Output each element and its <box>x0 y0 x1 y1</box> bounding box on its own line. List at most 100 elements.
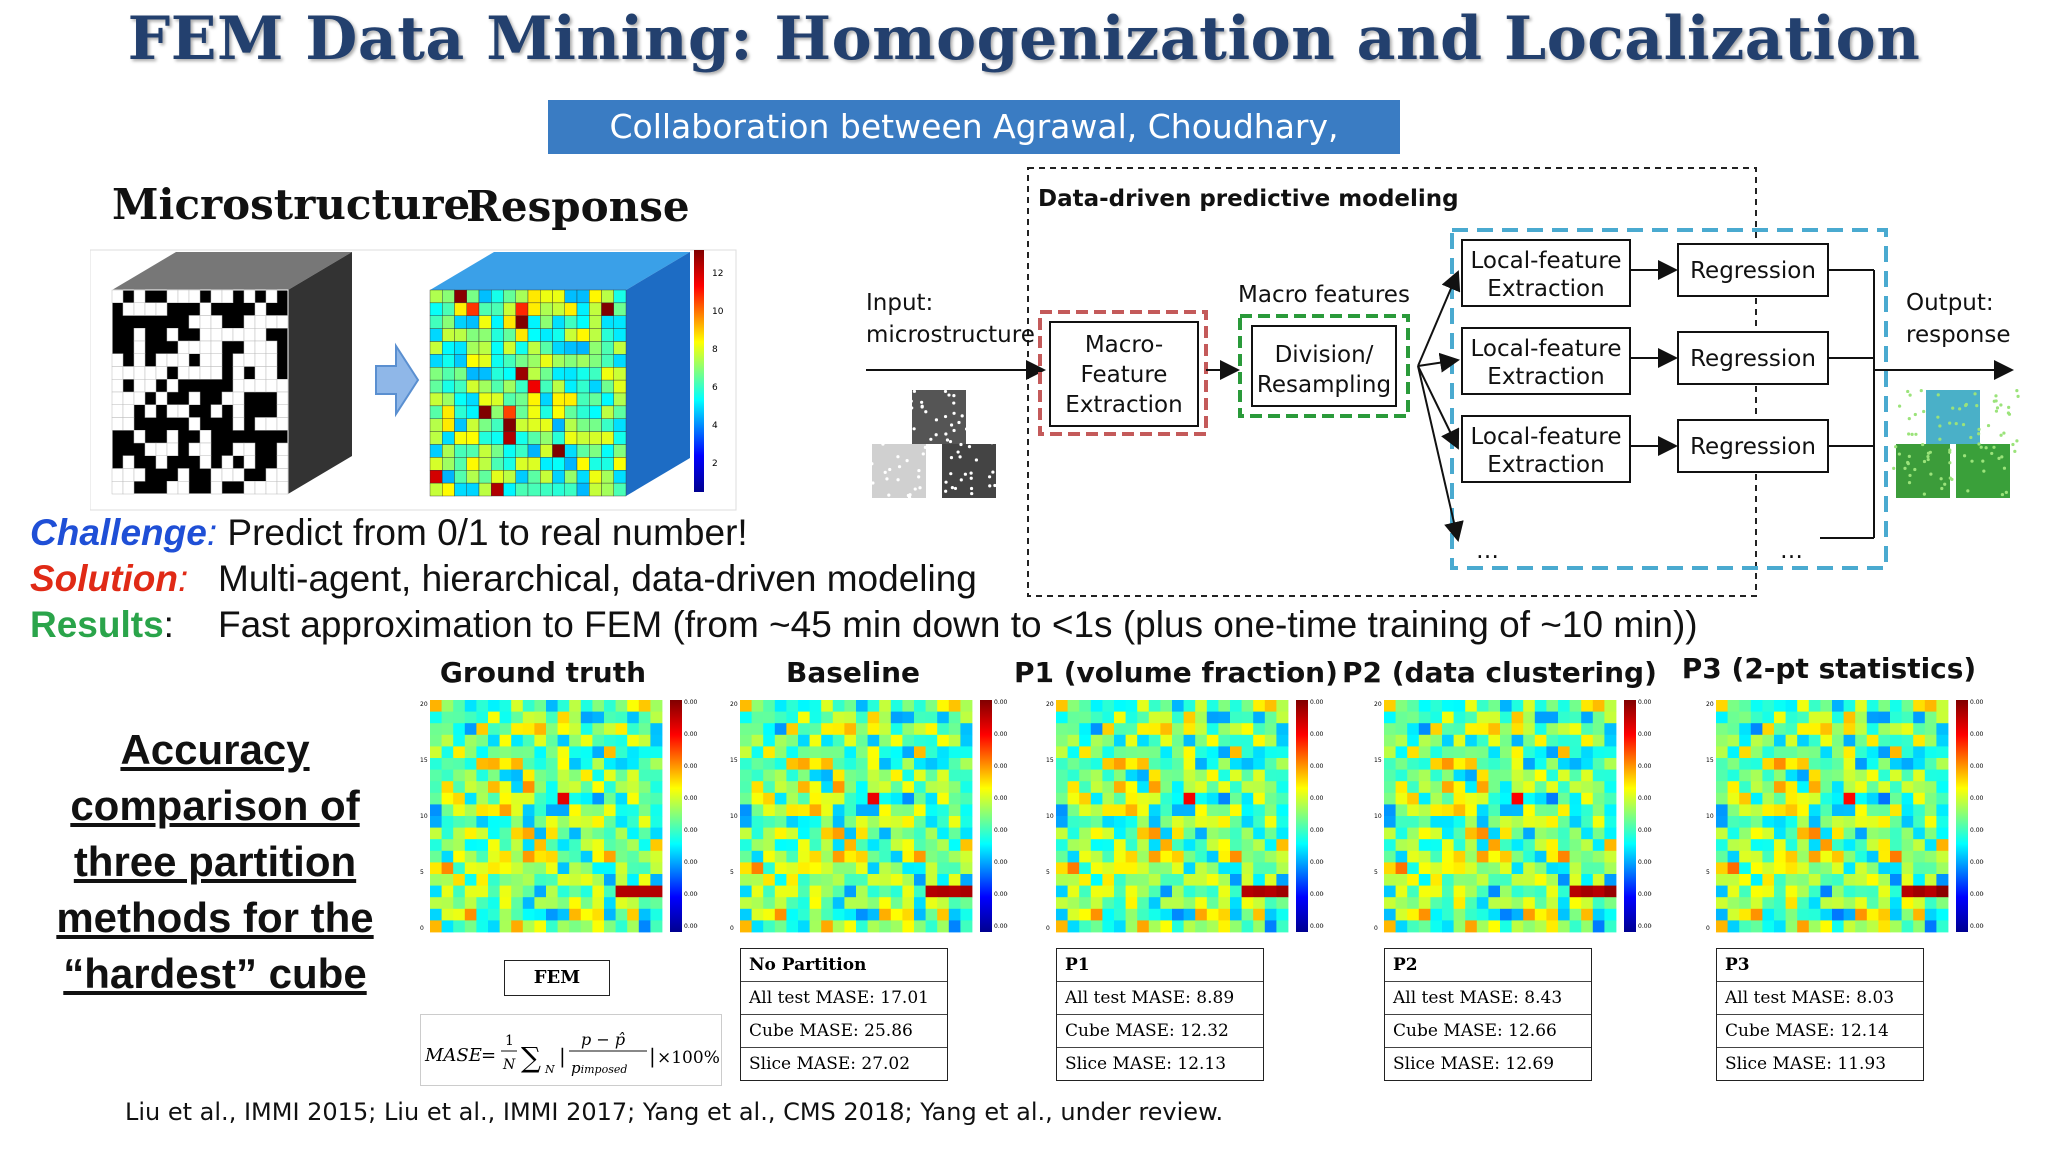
transform-arrow <box>375 342 420 418</box>
mase-table-row: All test MASE: 17.01 <box>741 981 947 1014</box>
mase-table-header: P1 <box>1065 955 1090 975</box>
challenge-line: Challenge: Predict from 0/1 to real numb… <box>30 512 748 554</box>
heatmap-colorbar-tick: 0.00000 <box>1970 923 1984 930</box>
svg-text:Local-feature: Local-feature <box>1471 248 1622 274</box>
heatmap-colorbar-tick: 0.00175 <box>1638 699 1652 706</box>
heatmap-colorbar-tick: 0.00050 <box>1638 859 1652 866</box>
mase-table-header: P2 <box>1393 955 1418 975</box>
svg-text:Extraction: Extraction <box>1487 364 1604 390</box>
heatmap-colorbar-tick: 0.00050 <box>994 859 1008 866</box>
results-line: Results: <box>30 604 174 646</box>
heatmap-2: 0.00175 0.00150 0.00125 0.00100 0.00075 0.000… <box>730 699 1008 933</box>
mase-table-row: Cube MASE: 12.32 <box>1057 1014 1263 1047</box>
input-label-2: microstructure <box>866 322 1035 348</box>
heatmap-axis-tick: 5 <box>1046 869 1050 876</box>
svg-text:N: N <box>502 1057 516 1073</box>
svg-text:pimposed: pimposed <box>571 1059 627 1077</box>
svg-text:|: | <box>559 1044 566 1069</box>
panel-title-3: P1 (volume fraction) <box>1014 656 1338 689</box>
svg-text:1: 1 <box>505 1033 514 1049</box>
heatmap-colorbar-tick: 0.00100 <box>1970 795 1984 802</box>
heatmap-colorbar-tick: 0.00000 <box>994 923 1008 930</box>
diagram-title: Data-driven predictive modeling <box>1038 186 1459 212</box>
heatmap-axis-tick: 5 <box>730 869 734 876</box>
heatmap-axis-tick: 10 <box>730 813 738 820</box>
accuracy-line-2: comparison of <box>70 782 360 829</box>
results-sep: : <box>163 604 174 645</box>
input-cubes-icon <box>867 388 1008 500</box>
results-text: Fast approximation to FEM (from ~45 min … <box>218 604 1698 645</box>
heatmap-colorbar-tick: 0.00150 <box>1970 731 1984 738</box>
svg-text:p − p̂: p − p̂ <box>581 1030 625 1049</box>
response-cube <box>429 252 690 497</box>
results-key: Results <box>30 604 164 645</box>
heatmap-colorbar-tick: 0.00075 <box>684 827 698 834</box>
svg-text:Extraction: Extraction <box>1487 276 1604 302</box>
heatmap-colorbar-tick: 0.00100 <box>1638 795 1652 802</box>
heatmap-colorbar-tick: 0.00175 <box>1970 699 1984 706</box>
heatmap-colorbar-tick: 0.00175 <box>684 699 698 706</box>
svg-text:Extraction: Extraction <box>1065 392 1182 418</box>
heatmap-axis-tick: 15 <box>1706 757 1714 764</box>
mase-table-row: All test MASE: 8.43 <box>1385 981 1591 1014</box>
heatmap-axis-tick: 15 <box>1046 757 1054 764</box>
mase-table-row: Slice MASE: 27.02 <box>741 1047 947 1080</box>
heatmap-colorbar-tick: 0.00100 <box>994 795 1008 802</box>
svg-text:∑: ∑ <box>521 1041 541 1074</box>
heatmap-colorbar-tick: 0.00050 <box>1970 859 1984 866</box>
heatmap-colorbar-tick: 0.00025 <box>1310 891 1324 898</box>
mase-table-2: No Partition All test MASE: 17.01 Cube MAS… <box>740 948 948 1081</box>
local-feature-box-1 <box>1461 239 1631 307</box>
svg-text:Local-feature: Local-feature <box>1471 336 1622 362</box>
heatmap-axis-tick: 15 <box>420 757 428 764</box>
mase-table-row: Slice MASE: 12.13 <box>1057 1047 1263 1080</box>
accuracy-heading: Accuracy comparison of three partition m… <box>20 722 410 1002</box>
heatmap-5: 0.00175 0.00150 0.00125 0.00100 0.00075 0.000… <box>1706 699 1984 933</box>
heatmap-axis-tick: 20 <box>1374 701 1382 708</box>
heatmap-colorbar-tick: 0.00075 <box>1970 827 1984 834</box>
heatmap-colorbar-tick: 0.00100 <box>684 795 698 802</box>
heatmap-axis-tick: 5 <box>1706 869 1710 876</box>
panel-title-4: P2 (data clustering) <box>1342 656 1657 689</box>
solution-sep: : <box>177 558 189 599</box>
heatmap-4: 0.00175 0.00150 0.00125 0.00100 0.00075 0.000… <box>1374 699 1652 933</box>
mase-table-row: Cube MASE: 12.66 <box>1385 1014 1591 1047</box>
mase-table-row: Cube MASE: 12.14 <box>1717 1014 1923 1047</box>
challenge-text: Predict from 0/1 to real number! <box>227 512 748 553</box>
heatmap-colorbar-tick: 0.00175 <box>994 699 1008 706</box>
cube-colorbar-tick: 12 <box>712 269 723 279</box>
cube-colorbar-tick: 10 <box>712 307 724 317</box>
svg-text:Extraction: Extraction <box>1487 452 1604 478</box>
heatmap-axis-tick: 20 <box>730 701 738 708</box>
heatmap-axis-tick: 20 <box>1046 701 1054 708</box>
challenge-key: Challenge <box>30 512 207 553</box>
mase-table-row: Slice MASE: 12.69 <box>1385 1047 1591 1080</box>
heatmap-axis-tick: 10 <box>1706 813 1714 820</box>
svg-text:×100%: ×100% <box>657 1048 720 1068</box>
cube-colorbar-tick: 8 <box>712 345 718 355</box>
heatmap-axis-tick: 10 <box>1046 813 1054 820</box>
modeling-diagram: Data-driven predictive modeling Input: m… <box>866 167 2020 597</box>
local-feature-box-2 <box>1461 327 1631 395</box>
svg-text:Local-feature: Local-feature <box>1471 424 1622 450</box>
output-cubes-icon <box>1892 388 2020 498</box>
macro-feature-box <box>1049 321 1199 427</box>
macro-features-label: Macro features <box>1238 282 1410 308</box>
references-text: Liu et al., IMMI 2015; Liu et al., IMMI … <box>125 1098 1224 1126</box>
heatmap-colorbar-tick: 0.00025 <box>1970 891 1984 898</box>
svg-text:|: | <box>649 1044 656 1069</box>
accuracy-line-5: “hardest” cube <box>63 950 367 997</box>
collaboration-banner: Collaboration between Agrawal, Choudhary… <box>548 100 1400 200</box>
heatmap-axis-tick: 5 <box>1374 869 1378 876</box>
mase-table-3: P1 All test MASE: 8.89 Cube MASE: 12.32 Sli… <box>1056 948 1264 1081</box>
heatmap-colorbar-tick: 0.00075 <box>1638 827 1652 834</box>
mase-table-5: P3 All test MASE: 8.03 Cube MASE: 12.14 Sli… <box>1716 948 1924 1081</box>
output-label-1: Output: <box>1906 290 1994 316</box>
heatmap-axis-tick: 5 <box>420 869 424 876</box>
page-title: FEM Data Mining: Homogenization and Loca… <box>127 4 1921 74</box>
accuracy-line-1: Accuracy <box>120 726 310 773</box>
solution-line: Solution: <box>30 558 188 600</box>
accuracy-line-4: methods for the <box>56 894 374 941</box>
heatmap-colorbar-tick: 0.00125 <box>994 763 1008 770</box>
heatmap-axis-tick: 0 <box>1706 925 1710 932</box>
